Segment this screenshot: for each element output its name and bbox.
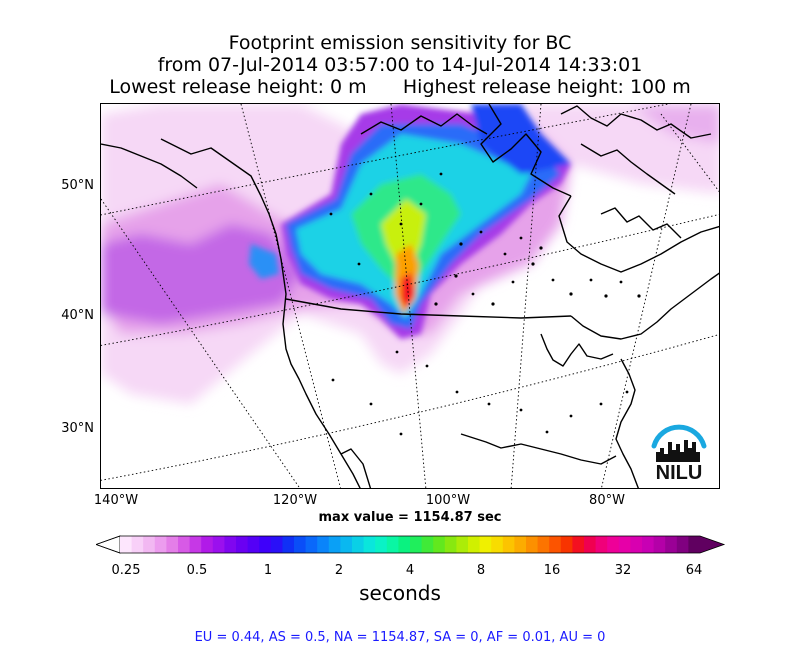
colorbar-swatch: [328, 536, 341, 553]
colorbar-swatch: [618, 536, 631, 553]
colorbar-outline: [96, 535, 726, 554]
colorbar-swatch: [120, 536, 132, 553]
lat-label-30n: 30°N: [61, 421, 94, 436]
colorbar-swatch: [468, 536, 480, 553]
colorbar-swatch: [630, 536, 643, 553]
nilu-logo: NILU: [648, 412, 710, 484]
colorbar-swatch: [676, 536, 689, 553]
colorbar-swatch: [514, 536, 527, 553]
colorbar-swatch: [270, 536, 283, 553]
colorbar-swatch: [317, 536, 330, 553]
lon-label-140w: 140°W: [93, 493, 139, 508]
colorbar-swatch: [444, 536, 457, 553]
colorbar-swatch: [363, 536, 376, 553]
colorbar-tick-label: 32: [614, 563, 632, 578]
colorbar-tick-label: 2: [334, 563, 344, 578]
colorbar-swatch: [433, 536, 446, 553]
colorbar-swatch: [154, 536, 167, 553]
colorbar-swatch: [131, 536, 144, 553]
colorbar-swatch: [294, 536, 306, 553]
colorbar-swatch: [642, 536, 654, 553]
colorbar-swatch: [410, 536, 422, 553]
colorbar-tick-label: 8: [476, 563, 486, 578]
colorbar-swatch: [526, 536, 538, 553]
colorbar-tick-label: 1: [263, 563, 273, 578]
colorbar-swatch: [665, 536, 678, 553]
colorbar-swatch: [549, 536, 562, 553]
colorbar-swatch: [688, 536, 701, 553]
title-line-3: Lowest release height: 0 m Highest relea…: [109, 76, 691, 98]
coastlines: [101, 104, 719, 488]
title-line-2: from 07-Jul-2014 03:57:00 to 14-Jul-2014…: [157, 54, 643, 76]
colorbar-swatch: [560, 536, 573, 553]
colorbar-swatch: [398, 536, 411, 553]
colorbar-extend-max: [700, 536, 724, 553]
lakes-and-islands: [329, 172, 641, 436]
sensitivity-field-core: [249, 104, 571, 339]
lat-label-50n: 50°N: [61, 178, 94, 193]
svg-text:NILU: NILU: [656, 462, 703, 482]
colorbar-swatch: [653, 536, 666, 553]
colorbar-swatch: [421, 536, 434, 553]
lon-label-100w: 100°W: [425, 493, 471, 508]
region-summary: EU = 0.44, AS = 0.5, NA = 1154.87, SA = …: [194, 630, 606, 645]
colorbar-swatch: [479, 536, 492, 553]
colorbar-swatch: [282, 536, 295, 553]
map-canvas: [101, 104, 719, 488]
colorbar-extend-min: [96, 535, 121, 554]
colorbar-tick-label: 4: [405, 563, 415, 578]
colorbar-swatch: [143, 536, 156, 553]
lon-label-80w: 80°W: [589, 493, 625, 508]
colorbar-swatch: [247, 536, 260, 553]
colorbar-swatch: [537, 536, 550, 553]
colorbar-swatch: [236, 536, 248, 553]
colorbar-swatch: [502, 536, 515, 553]
colorbar-swatch: [305, 536, 318, 553]
colorbar-swatch: [212, 536, 225, 553]
lon-label-120w: 120°W: [272, 493, 318, 508]
colorbar-tick-label: 0.25: [111, 563, 141, 578]
colorbar-swatch: [189, 536, 202, 553]
colorbar-swatch: [386, 536, 399, 553]
colorbar-swatch: [375, 536, 388, 553]
nilu-logo-graphic: NILU: [651, 424, 707, 484]
footprint-map: [100, 103, 720, 489]
colorbar-swatch: [352, 536, 364, 553]
colorbar-swatch: [224, 536, 237, 553]
colorbar-tick-label: 16: [543, 563, 561, 578]
colorbar-swatch: [491, 536, 504, 553]
colorbar-units: seconds: [359, 581, 441, 605]
colorbar-swatch: [456, 536, 469, 553]
colorbar-tick-label: 0.5: [186, 563, 208, 578]
colorbar-swatch: [572, 536, 585, 553]
colorbar-swatch: [340, 536, 353, 553]
colorbar-swatch: [595, 536, 608, 553]
title-line-1: Footprint emission sensitivity for BC: [228, 32, 572, 54]
colorbar-swatch: [166, 536, 179, 553]
colorbar: [96, 535, 726, 554]
colorbar-swatch: [201, 536, 214, 553]
lat-label-40n: 40°N: [61, 308, 94, 323]
colorbar-swatch: [178, 536, 190, 553]
colorbar-tick-label: 64: [685, 563, 703, 578]
colorbar-swatch: [584, 536, 596, 553]
max-value-label: max value = 1154.87 sec: [318, 510, 502, 525]
colorbar-swatch: [607, 536, 620, 553]
colorbar-swatch: [259, 536, 272, 553]
